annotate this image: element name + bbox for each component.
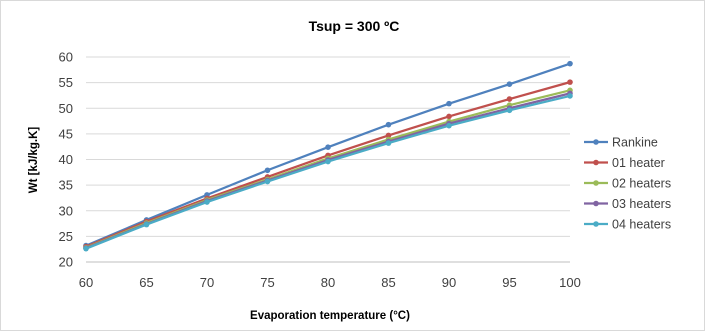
legend-label: 01 heater <box>612 156 665 170</box>
legend-label: Rankine <box>612 136 658 150</box>
data-point <box>506 96 513 102</box>
y-tick-label: 50 <box>59 101 73 116</box>
data-point <box>385 132 392 139</box>
y-tick-label: 30 <box>59 203 73 218</box>
x-tick-label: 70 <box>200 275 214 290</box>
y-tick-label: 40 <box>59 152 73 167</box>
axes: 20 25 30 35 40 45 50 55 60 60 65 70 75 80 85 90 95 100 <box>59 50 581 291</box>
data-point <box>567 79 573 85</box>
y-tick-label: 55 <box>59 75 73 90</box>
legend-swatch-marker <box>593 159 599 166</box>
legend-swatch-marker <box>593 180 599 186</box>
x-tick-label: 85 <box>381 275 395 290</box>
legend-item-03-heaters: 03 heaters <box>584 197 671 211</box>
x-axis-label: Evaporation temperature (°C) <box>250 310 410 322</box>
x-tick-label: 75 <box>260 275 274 290</box>
y-tick-label: 20 <box>59 255 73 270</box>
data-point <box>506 107 513 114</box>
data-point <box>325 144 331 150</box>
legend: Rankine 01 heater 02 heaters 03 heaters 04 h… <box>584 136 671 232</box>
data-point <box>385 121 392 128</box>
y-tick-label: 25 <box>59 229 73 244</box>
x-tick-label: 95 <box>502 275 516 290</box>
data-point <box>143 221 150 228</box>
legend-swatch-marker <box>593 221 599 227</box>
data-point <box>264 167 271 174</box>
legend-swatch-marker <box>593 139 599 145</box>
legend-item-rankine: Rankine <box>584 136 658 150</box>
data-point <box>506 81 513 87</box>
data-point <box>204 199 210 205</box>
legend-label: 03 heaters <box>612 197 671 211</box>
series-04-heaters <box>83 93 573 252</box>
data-point <box>264 178 271 185</box>
y-axis-label: Wt [kJ/kg.K] <box>28 127 40 194</box>
legend-item-01-heater: 01 heater <box>584 156 665 170</box>
data-point <box>385 140 392 146</box>
legend-label: 02 heaters <box>612 177 671 191</box>
x-tick-label: 80 <box>321 275 335 290</box>
data-point <box>567 93 573 99</box>
data-point <box>83 245 89 252</box>
data-point <box>446 113 452 120</box>
x-tick-label: 60 <box>79 275 93 290</box>
y-tick-label: 45 <box>59 126 73 141</box>
legend-swatch-marker <box>593 200 599 207</box>
legend-item-04-heaters: 04 heaters <box>584 218 671 232</box>
chart-title: Tsup = 300 ºC <box>309 18 400 34</box>
data-point <box>446 122 452 129</box>
y-tick-label: 35 <box>59 178 73 193</box>
legend-item-02-heaters: 02 heaters <box>584 177 671 191</box>
data-point <box>567 60 573 67</box>
y-tick-label: 60 <box>59 50 73 65</box>
x-tick-label: 100 <box>559 275 581 290</box>
legend-label: 04 heaters <box>612 218 671 232</box>
series-lines <box>83 60 573 252</box>
data-point <box>446 100 452 107</box>
x-tick-label: 90 <box>442 275 456 290</box>
data-point <box>325 158 331 165</box>
x-tick-label: 65 <box>139 275 153 290</box>
